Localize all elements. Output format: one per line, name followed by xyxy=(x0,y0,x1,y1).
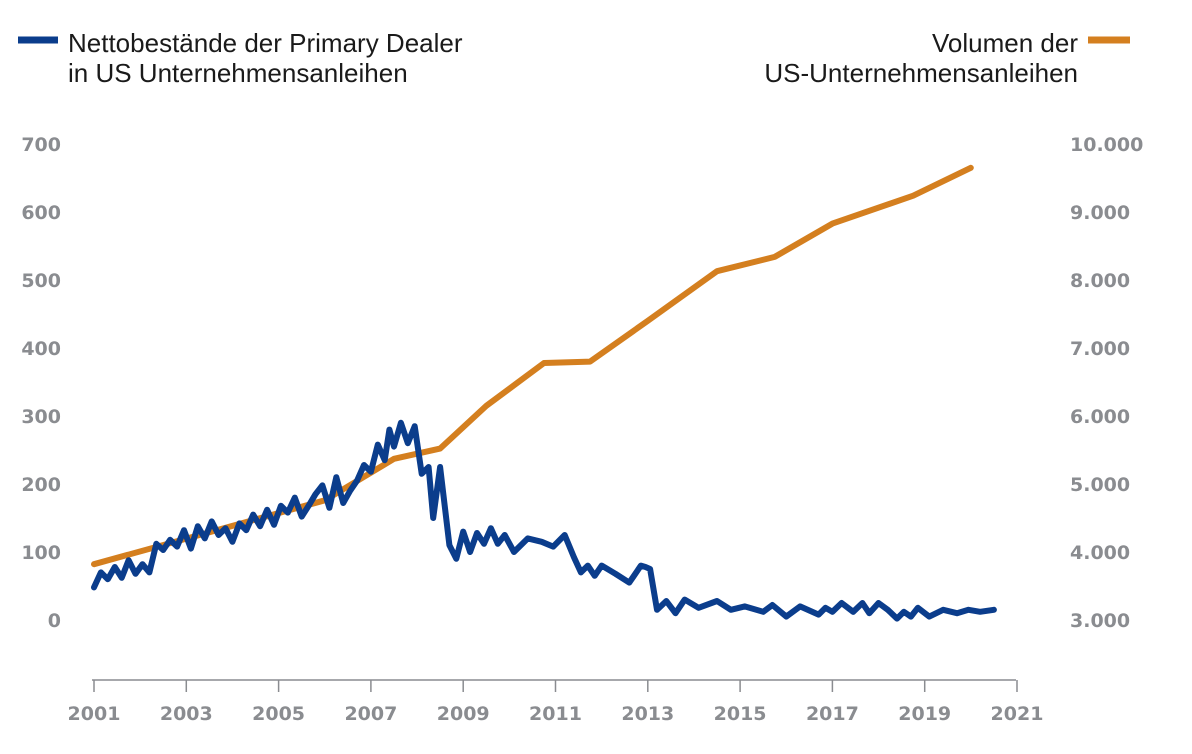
legend-label-primary-dealer-line1: Nettobestände der Primary Dealer xyxy=(68,28,463,58)
x-tick-label: 2017 xyxy=(806,703,859,725)
x-tick-label: 2013 xyxy=(621,703,674,725)
x-tick-label: 2007 xyxy=(344,703,397,725)
y-right-tick-label: 9.000 xyxy=(1070,202,1130,224)
x-tick-label: 2021 xyxy=(991,703,1044,725)
y-right-tick-label: 4.000 xyxy=(1070,542,1130,564)
y-left-tick-label: 700 xyxy=(21,134,61,156)
x-tick-label: 2001 xyxy=(68,703,121,725)
x-tick-label: 2011 xyxy=(529,703,582,725)
y-left-tick-label: 100 xyxy=(21,542,61,564)
y-left-tick-label: 200 xyxy=(21,474,61,496)
x-tick-label: 2015 xyxy=(714,703,767,725)
x-axis-ticks: 2001 2003 2005 2007 2009 2011 2013 2015 2017 2019… xyxy=(68,680,1044,725)
x-tick-label: 2019 xyxy=(898,703,951,725)
x-tick-label: 2003 xyxy=(160,703,213,725)
legend-right: Volumen der US-Unternehmensanleihen xyxy=(764,28,1130,88)
y-right-tick-label: 6.000 xyxy=(1070,406,1130,428)
y-left-tick-label: 600 xyxy=(21,202,61,224)
series-line-volume xyxy=(91,164,974,568)
x-tick-label: 2005 xyxy=(252,703,305,725)
y-left-tick-label: 500 xyxy=(21,270,61,292)
y-right-tick-label: 5.000 xyxy=(1070,474,1130,496)
series-layer xyxy=(91,164,997,622)
legend-label-primary-dealer-line2: in US Unternehmensanleihen xyxy=(68,58,408,88)
y-right-tick-label: 7.000 xyxy=(1070,338,1130,360)
y-right-tick-label: 3.000 xyxy=(1070,610,1130,632)
y-axis-left-ticks: 0 100 200 300 400 500 600 700 xyxy=(21,134,61,632)
series-line-primary-dealer xyxy=(91,419,997,622)
x-tick-label: 2009 xyxy=(437,703,490,725)
legend-left: Nettobestände der Primary Dealer in US U… xyxy=(18,28,463,88)
legend-label-volume-line1: Volumen der xyxy=(932,28,1078,58)
y-left-tick-label: 300 xyxy=(21,406,61,428)
legend-label-volume-line2: US-Unternehmensanleihen xyxy=(764,58,1078,88)
y-right-tick-label: 10.000 xyxy=(1070,134,1143,156)
y-right-tick-label: 8.000 xyxy=(1070,270,1130,292)
y-axis-right-ticks: 3.000 4.000 5.000 6.000 7.000 8.000 9.000 10.00… xyxy=(1070,134,1143,632)
y-left-tick-label: 400 xyxy=(21,338,61,360)
y-left-tick-label: 0 xyxy=(48,610,61,632)
